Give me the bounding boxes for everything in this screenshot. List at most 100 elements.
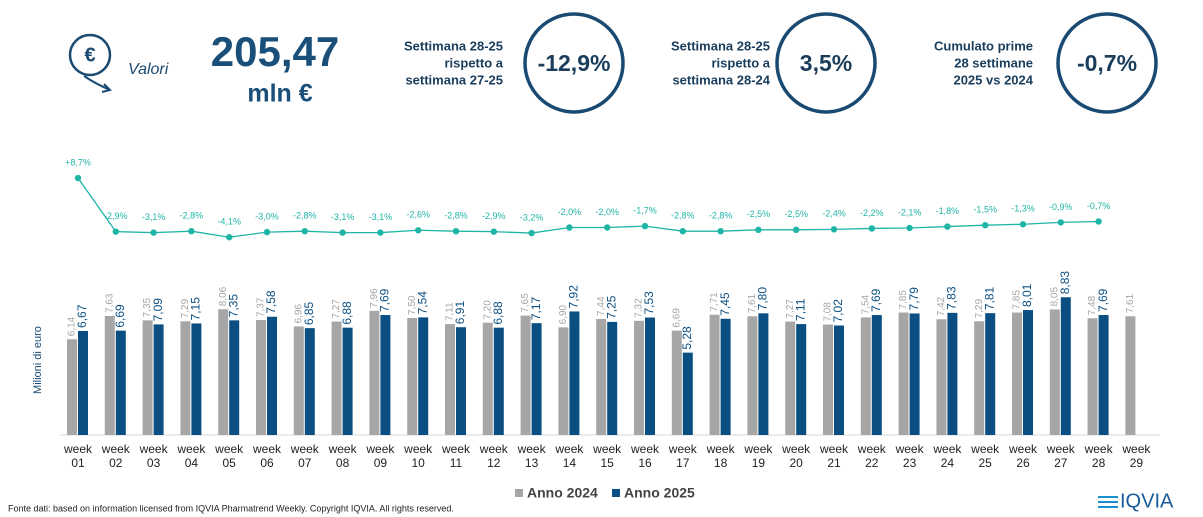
bar [936, 319, 947, 435]
change-point [906, 224, 913, 232]
bar [67, 339, 77, 435]
bar [985, 313, 996, 435]
value-label: 7,50 [407, 295, 418, 315]
x-tick-label: week 22 [857, 442, 886, 470]
change-point [755, 226, 762, 234]
change-label: -1,3% [1011, 204, 1035, 214]
bar [1049, 309, 1060, 435]
value-label: 7,61 [747, 293, 758, 313]
value-label: 7,61 [1125, 293, 1136, 313]
kpi-label: rispetto a [444, 55, 503, 70]
change-label: -2,8% [709, 211, 733, 221]
change-label: -4,1% [217, 217, 241, 227]
change-label: -3,1% [142, 212, 166, 222]
x-tick-label: week 17 [668, 442, 697, 470]
logo: IQVIA [1098, 490, 1174, 512]
change-point [793, 226, 800, 234]
value-label: 7,54 [860, 294, 871, 314]
change-point [566, 224, 573, 231]
value-label: 7,29 [180, 298, 191, 318]
change-label: -1,8% [936, 206, 960, 216]
change-label: -2,9% [104, 211, 128, 221]
change-label: -2,0% [558, 207, 582, 217]
bar [153, 324, 164, 435]
value-label: 7,35 [142, 297, 153, 317]
value-label: 7,08 [823, 302, 834, 322]
bar [456, 327, 466, 435]
legend-label: Anno 2024 [527, 485, 598, 501]
value-label: 7,85 [1012, 290, 1023, 310]
logo-stripe [1098, 496, 1118, 498]
change-label: -2,0% [595, 207, 619, 217]
x-tick-label: week 20 [782, 442, 811, 470]
change-label: -1,7% [633, 205, 657, 215]
change-point [868, 225, 875, 232]
change-point [1095, 218, 1102, 225]
bar [747, 316, 758, 435]
value-label: 7,48 [1087, 295, 1098, 315]
change-label: -2,5% [747, 209, 771, 219]
value-label: 8,01 [1020, 283, 1034, 307]
x-tick-label: week 19 [744, 442, 773, 470]
change-label: -2,8% [444, 211, 468, 221]
value-label: 7,58 [264, 290, 278, 314]
value-label: 8,83 [1058, 271, 1072, 295]
bar [720, 318, 731, 435]
change-label: +8,7% [65, 157, 91, 167]
kpi-label: 2025 vs 2024 [953, 72, 1033, 87]
value-label: 7,81 [982, 286, 996, 310]
x-tick-label: week 05 [215, 442, 244, 470]
icon-label: Valori [128, 61, 169, 78]
change-point [641, 222, 649, 230]
bar [898, 312, 909, 435]
value-label: 7,69 [869, 288, 883, 312]
bar [974, 321, 985, 435]
kpi-label: settimana 27-25 [405, 72, 503, 87]
euro-icon [68, 33, 112, 77]
bar [418, 317, 429, 435]
change-label: -3,1% [331, 212, 355, 222]
change-label: -2,2% [860, 208, 884, 218]
value-label: 7,54 [415, 291, 429, 315]
value-label: 7,85 [898, 290, 909, 310]
change-point [74, 174, 82, 182]
value-label: 6,91 [453, 301, 467, 325]
legend-swatch [612, 489, 620, 497]
bar [785, 321, 796, 435]
change-label: -2,8% [293, 211, 317, 221]
x-tick-label: week 27 [1046, 442, 1075, 470]
value-label: 7,37 [256, 297, 267, 317]
x-tick-label: week 23 [895, 442, 924, 470]
x-tick-label: week 10 [404, 442, 433, 470]
change-label: -3,1% [369, 212, 393, 222]
kpi-label: Cumulato prime [934, 38, 1033, 53]
x-tick-label: week 09 [366, 442, 395, 470]
value-label: 7,42 [936, 296, 947, 316]
change-point [830, 226, 838, 233]
value-label: 6,69 [671, 308, 682, 328]
kpi-label: Settimana 28-25 [671, 38, 770, 53]
bar [256, 320, 266, 435]
bar [493, 327, 504, 435]
bar [1060, 297, 1071, 435]
change-label: -2,6% [406, 210, 430, 220]
bar [142, 320, 153, 435]
bar [607, 321, 618, 435]
bar [267, 316, 277, 435]
x-tick-label: week 26 [1008, 442, 1037, 470]
x-tick-label: week 04 [177, 442, 206, 470]
bar [558, 327, 569, 435]
x-tick-label: week 01 [63, 442, 92, 470]
x-tick-label: week 15 [593, 442, 622, 470]
value-label: 8,05 [1049, 287, 1060, 307]
value-label: 5,28 [680, 326, 694, 350]
change-point [377, 229, 384, 236]
bar [682, 352, 693, 435]
change-label: -0,7% [1087, 201, 1111, 211]
x-tick-label: week 21 [819, 442, 848, 470]
value-label: 7,45 [718, 292, 732, 316]
x-tick-label: week 08 [328, 442, 357, 470]
change-point [452, 228, 460, 235]
change-point [226, 234, 233, 241]
value-label: 7,69 [378, 288, 392, 312]
